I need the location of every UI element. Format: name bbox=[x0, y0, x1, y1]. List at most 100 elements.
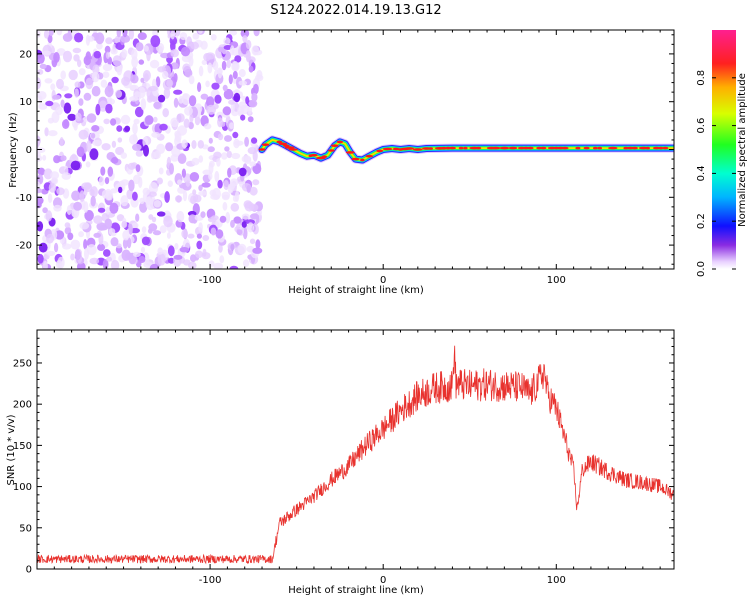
ridge-peak bbox=[499, 146, 510, 150]
noise-blob bbox=[85, 34, 90, 46]
noise-blob bbox=[75, 112, 82, 122]
noise-blob bbox=[146, 49, 151, 62]
noise-blob bbox=[121, 49, 128, 59]
noise-blob bbox=[166, 79, 173, 88]
noise-blob bbox=[116, 243, 122, 249]
noise-blob bbox=[83, 92, 92, 101]
noise-blob bbox=[232, 61, 239, 71]
noise-blob bbox=[130, 227, 140, 234]
ridge-peak bbox=[310, 153, 318, 157]
noise-blob bbox=[124, 125, 131, 132]
noise-blob bbox=[228, 74, 233, 85]
noise-blob bbox=[189, 114, 194, 123]
noise-blob bbox=[207, 62, 213, 74]
noise-blob bbox=[218, 244, 223, 253]
noise-blob bbox=[248, 65, 254, 73]
noise-blob bbox=[195, 250, 203, 259]
noise-blob bbox=[43, 30, 50, 39]
noise-blob bbox=[205, 80, 210, 88]
noise-blob bbox=[107, 166, 114, 177]
ridge-peak bbox=[428, 147, 433, 150]
noise-blob bbox=[52, 94, 61, 100]
noise-blob bbox=[148, 182, 159, 194]
noise-blob bbox=[189, 172, 200, 182]
noise-blob bbox=[132, 122, 138, 135]
noise-blob bbox=[157, 247, 163, 255]
noise-blob bbox=[156, 177, 163, 185]
noise-blob bbox=[232, 195, 238, 202]
noise-blob bbox=[169, 163, 174, 175]
colorbar-tick-label: 0.0 bbox=[696, 261, 707, 277]
noise-blob bbox=[192, 189, 197, 196]
noise-blob bbox=[204, 123, 212, 130]
noise-blob bbox=[45, 210, 53, 222]
noise-blob bbox=[150, 35, 161, 48]
noise-blob bbox=[159, 225, 167, 234]
noise-blob bbox=[229, 265, 239, 269]
ridge-peak bbox=[536, 146, 542, 150]
noise-blob bbox=[63, 165, 69, 176]
noise-blob bbox=[230, 202, 240, 212]
noise-blob bbox=[54, 242, 59, 253]
noise-blob bbox=[111, 76, 119, 84]
noise-blob bbox=[170, 30, 175, 40]
noise-blob bbox=[57, 256, 65, 269]
noise-blob bbox=[198, 190, 207, 196]
noise-blob bbox=[55, 106, 63, 116]
noise-blob bbox=[198, 65, 204, 77]
noise-blob bbox=[209, 160, 215, 168]
noise-blob bbox=[105, 206, 110, 215]
x-tick-label: -100 bbox=[199, 275, 222, 286]
noise-blob bbox=[135, 42, 144, 52]
noise-blob bbox=[200, 93, 209, 100]
noise-blob bbox=[248, 99, 258, 108]
noise-blob bbox=[60, 99, 65, 108]
noise-blob bbox=[74, 249, 81, 261]
noise-blob bbox=[64, 222, 71, 229]
noise-blob bbox=[71, 208, 78, 218]
noise-blob bbox=[166, 232, 171, 239]
noise-blob bbox=[203, 53, 211, 62]
noise-blob bbox=[225, 211, 231, 224]
noise-blob bbox=[138, 256, 146, 263]
noise-blob bbox=[143, 45, 149, 52]
snr-line bbox=[37, 345, 674, 565]
spectrogram-y-label: Frequency (Hz) bbox=[8, 112, 19, 188]
noise-blob bbox=[162, 108, 169, 118]
ridge-peak bbox=[490, 146, 501, 150]
noise-blob bbox=[177, 153, 187, 164]
ridge-peak bbox=[440, 146, 448, 150]
ridge-peak bbox=[261, 143, 270, 146]
noise-blob bbox=[37, 167, 46, 176]
ridge-peak bbox=[448, 146, 456, 150]
noise-blob bbox=[81, 182, 92, 190]
noise-blob bbox=[222, 201, 228, 211]
ridge-peak bbox=[336, 140, 344, 144]
noise-blob bbox=[70, 239, 81, 250]
noise-blob bbox=[244, 136, 250, 147]
noise-blob bbox=[76, 146, 85, 158]
noise-blob bbox=[42, 207, 48, 214]
noise-blob bbox=[162, 70, 169, 80]
noise-blob bbox=[116, 30, 121, 38]
noise-blob bbox=[252, 247, 263, 254]
noise-blob bbox=[47, 34, 53, 44]
noise-blob bbox=[47, 130, 58, 137]
colorbar: 0.0 0.2 0.4 0.6 0.8 Normalized spectral ampl… bbox=[696, 30, 748, 277]
noise-blob bbox=[245, 50, 251, 61]
noise-blob bbox=[132, 143, 142, 151]
noise-blob bbox=[145, 198, 155, 211]
noise-blob bbox=[103, 249, 111, 257]
noise-blob bbox=[131, 56, 139, 68]
noise-blob bbox=[174, 195, 183, 203]
noise-blob bbox=[215, 229, 224, 239]
spectrogram-y-ticks: -20 -10 0 10 20 bbox=[16, 34, 674, 265]
noise-blob bbox=[83, 201, 89, 213]
noise-blob bbox=[42, 260, 48, 269]
y-tick-label: 100 bbox=[13, 482, 32, 493]
noise-blob bbox=[251, 45, 260, 56]
noise-blob bbox=[37, 253, 44, 264]
ridge-peak bbox=[561, 146, 569, 150]
noise-blob bbox=[206, 96, 215, 108]
noise-blob bbox=[206, 104, 217, 115]
